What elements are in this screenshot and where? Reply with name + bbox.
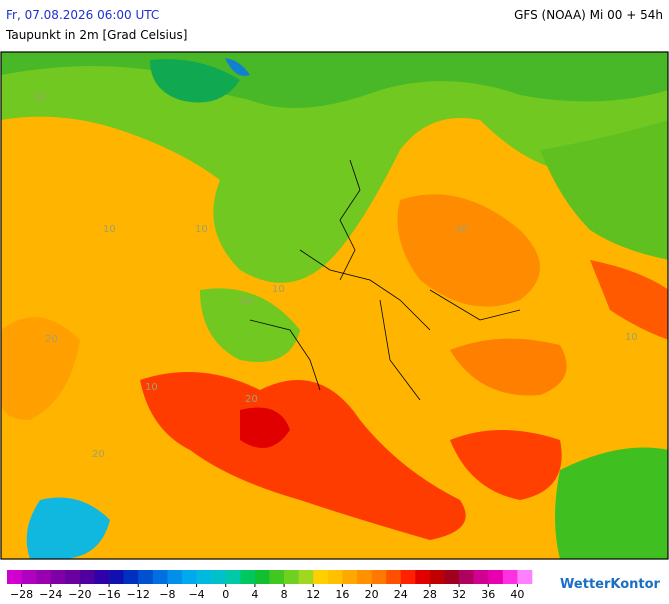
contour-label: 20 <box>45 334 58 345</box>
valid-time: Fr, 07.08.2026 06:00 UTC <box>6 8 159 22</box>
colorbar-box <box>152 570 168 584</box>
colorbar-box <box>225 570 241 584</box>
colorbar-box <box>211 570 227 584</box>
colorbar-box <box>386 570 402 584</box>
colorbar-label: −4 <box>188 588 204 600</box>
colorbar-label: 40 <box>510 588 524 600</box>
colorbar-box <box>94 570 110 584</box>
map <box>0 51 669 560</box>
colorbar-box <box>167 570 183 584</box>
logo: WetterKontor <box>560 577 661 592</box>
colorbar-label: 8 <box>281 588 288 600</box>
colorbar-box <box>65 570 81 584</box>
colorbar-box <box>254 570 270 584</box>
colorbar-box <box>429 570 445 584</box>
colorbar-box <box>79 570 95 584</box>
contour-label: 20 <box>245 394 258 405</box>
colorbar-box <box>327 570 343 584</box>
colorbar-box <box>313 570 329 584</box>
model-run: GFS (NOAA) Mi 00 + 54h <box>514 8 663 22</box>
colorbar-box <box>488 570 504 584</box>
contour-label: 10 <box>145 382 158 393</box>
colorbar-label: 0 <box>222 588 229 600</box>
colorbar-label: 36 <box>481 588 495 600</box>
colorbar-box <box>109 570 124 584</box>
colorbar-box <box>371 570 387 584</box>
colorbar-box <box>400 570 416 584</box>
colorbar-label: 4 <box>251 588 258 600</box>
colorbar-label: 16 <box>335 588 349 600</box>
contour-label: 10 <box>272 284 285 295</box>
colorbar-box <box>502 570 518 584</box>
colorbar-box <box>123 570 139 584</box>
parameter: Taupunkt in 2m [Grad Celsius] <box>5 28 187 42</box>
colorbar-box <box>473 570 489 584</box>
contour-label: 10 <box>103 224 116 235</box>
colorbar-box <box>240 570 256 584</box>
colorbar-box <box>50 570 66 584</box>
colorbar-box <box>415 570 431 584</box>
colorbar-label: −12 <box>127 588 150 600</box>
colorbar-label: −8 <box>159 588 175 600</box>
colorbar-box <box>138 570 154 584</box>
colorbar-box <box>269 570 285 584</box>
colorbar-box <box>284 570 299 584</box>
contour-label: 10 <box>240 296 253 307</box>
colorbar-label: 24 <box>394 588 408 600</box>
colorbar-box <box>21 570 37 584</box>
colorbar-label: 12 <box>306 588 320 600</box>
colorbar-label: −16 <box>97 588 120 600</box>
colorbar-box <box>459 570 474 584</box>
colorbar-box <box>342 570 358 584</box>
colorbar-label: 20 <box>365 588 379 600</box>
colorbar-box <box>196 570 212 584</box>
contour-label: 10 <box>195 224 208 235</box>
colorbar-box <box>182 570 197 584</box>
colorbar-box <box>36 570 52 584</box>
colorbar-box <box>7 570 22 584</box>
colorbar-box <box>444 570 460 584</box>
contour-label: 10 <box>625 332 638 343</box>
colorbar-label: 32 <box>452 588 466 600</box>
contour-label: 20 <box>92 449 105 460</box>
contour-label: 10 <box>455 224 468 235</box>
colorbar-label: 28 <box>423 588 437 600</box>
colorbar-box <box>298 570 314 584</box>
colorbar-box <box>517 570 533 584</box>
colorbar-label: −20 <box>68 588 91 600</box>
colorbar-label: −28 <box>10 588 33 600</box>
colorbar-label: −24 <box>39 588 62 600</box>
colorbar-box <box>357 570 372 584</box>
contour-label: 10 <box>33 92 46 103</box>
